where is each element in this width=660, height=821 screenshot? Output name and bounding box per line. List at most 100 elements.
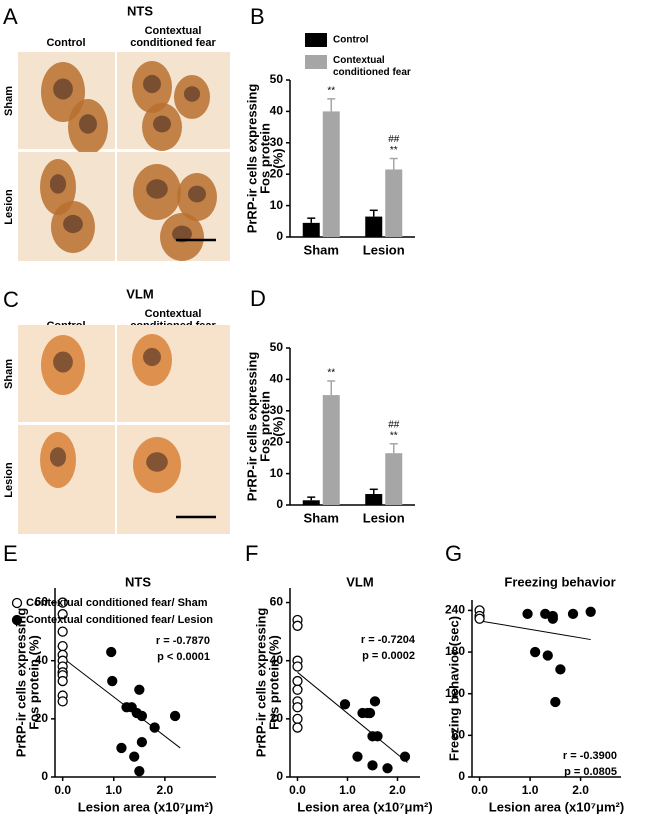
point [550, 696, 561, 708]
point [522, 608, 533, 620]
point [134, 766, 145, 777]
x-tick-label: 2.0 [157, 783, 174, 797]
stat-label: p < 0.0001 [157, 651, 210, 663]
nucleus [53, 78, 73, 100]
y-tick-label: 40 [270, 104, 284, 118]
panel-letter: E [3, 541, 18, 566]
nucleus [143, 347, 161, 367]
y-tick-label: 60 [270, 595, 284, 609]
point [372, 731, 383, 742]
y-tick-label: 40 [270, 653, 284, 667]
y-tick-label: 60 [35, 595, 49, 609]
x-tick-label: 0.0 [471, 783, 488, 797]
bar [365, 216, 383, 237]
y-tick-label: 0 [276, 769, 283, 783]
stat-label: p = 0.0805 [564, 766, 617, 778]
nucleus [146, 452, 168, 472]
y-tick-label: 50 [270, 72, 284, 86]
point [529, 646, 541, 658]
legend-label: Contextual conditioned fear/ Lesion [26, 614, 213, 626]
y-tick-label: 30 [270, 135, 284, 149]
panel-letter: G [445, 541, 462, 566]
y-tick-label: 20 [270, 711, 284, 725]
x-tick-label: Lesion [363, 510, 405, 525]
point [129, 751, 140, 762]
point [136, 710, 148, 722]
column-label: Control [46, 37, 85, 49]
point [149, 722, 160, 733]
x-tick-label: Sham [304, 510, 339, 525]
panel-letter: F [245, 541, 258, 566]
legend-swatch [305, 33, 327, 47]
y-tick-label: 40 [35, 653, 49, 667]
legend-label: Contextual conditioned fear/ Sham [26, 597, 208, 609]
panel-letter: B [250, 4, 265, 29]
y-tick-label: 120 [445, 686, 465, 700]
point [57, 626, 68, 637]
y-tick-label: 50 [270, 340, 284, 354]
row-label: Sham [3, 86, 15, 116]
column-label: Contextual [145, 308, 202, 320]
stat-label: r = -0.7204 [361, 634, 416, 646]
nucleus [49, 174, 67, 194]
point [57, 597, 68, 608]
stat-label: r = -0.3900 [563, 750, 617, 762]
x-axis-label: Lesion area (x10⁷μm²) [297, 799, 432, 814]
y-tick-label: 0 [458, 769, 465, 783]
point [292, 702, 303, 713]
legend-label: Contextual conditioned fear [333, 55, 411, 78]
nucleus [63, 214, 83, 234]
x-axis-label: Lesion area (x10⁷μm²) [78, 799, 213, 814]
x-tick-label: Sham [304, 242, 339, 257]
point [369, 696, 381, 707]
stat-label: r = -0.7870 [156, 635, 210, 647]
panel-letter: D [250, 286, 266, 311]
fit-line [479, 620, 591, 641]
point [382, 763, 393, 774]
x-tick-label: 0.0 [289, 783, 306, 797]
nucleus [188, 185, 206, 203]
y-axis-label: Fos protein [257, 391, 272, 462]
significance: ** [390, 145, 398, 156]
point [107, 675, 118, 687]
nucleus [153, 115, 171, 133]
y-tick-label: 0 [276, 229, 283, 243]
bar [385, 453, 403, 505]
legend-marker [11, 597, 23, 609]
point [542, 650, 553, 661]
x-tick-label: 2.0 [389, 783, 406, 797]
y-tick-label: 40 [270, 372, 284, 386]
x-tick-label: 2.0 [572, 783, 589, 797]
fit-line [297, 671, 408, 763]
point [292, 722, 303, 733]
row-label: Sham [3, 359, 15, 389]
point [585, 606, 596, 617]
y-tick-label: 180 [445, 644, 465, 658]
point [364, 707, 376, 719]
y-tick-label: 20 [270, 434, 284, 448]
y-axis-label: Fos protein (%) [266, 635, 281, 730]
y-axis-label: PrRP-ir cells expressing [253, 608, 268, 758]
bar [322, 395, 340, 505]
y-axis-label: Freezing behavior (sec) [446, 616, 461, 761]
nucleus [172, 225, 192, 243]
point [292, 620, 303, 631]
point [547, 613, 558, 624]
y-axis-label: PrRP-ir cells expressing [244, 352, 259, 502]
y-tick-label: 10 [270, 198, 284, 212]
point [116, 742, 127, 754]
point [136, 736, 148, 748]
point [292, 713, 303, 724]
point [57, 696, 68, 707]
point [367, 760, 378, 771]
legend-label: Control [333, 35, 369, 46]
nucleus [49, 447, 67, 467]
legend-marker [11, 614, 23, 626]
bar [302, 500, 320, 505]
y-axis-label: PrRP-ir cells expressing [244, 84, 259, 234]
chart-title: VLM [346, 574, 373, 589]
y-axis-label: (%) [270, 148, 285, 168]
stat-label: p = 0.0002 [362, 650, 415, 662]
panel-letter: C [3, 287, 19, 312]
significance: ** [327, 85, 335, 96]
